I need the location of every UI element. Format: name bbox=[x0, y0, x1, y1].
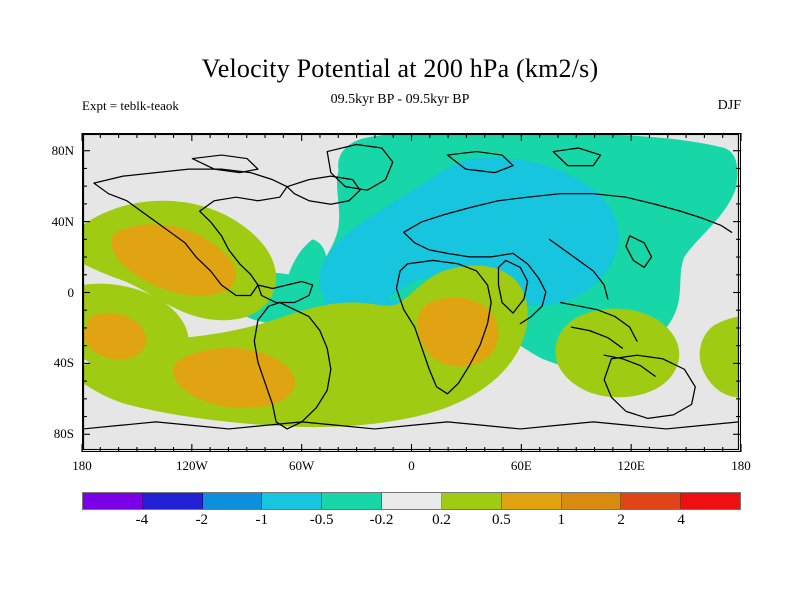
y-axis-tick-label: 80N bbox=[51, 142, 74, 158]
x-axis-tick-label: 0 bbox=[408, 458, 415, 473]
colorbar-band[interactable] bbox=[621, 493, 682, 509]
y-axis-tick-label: 40S bbox=[53, 355, 74, 371]
x-axis-tick-label: 180 bbox=[731, 458, 751, 473]
colorbar-tick-label: 2 bbox=[617, 512, 625, 528]
x-axis-tick-label: 180 bbox=[72, 458, 92, 473]
colorbar-tick-label: -0.2 bbox=[369, 512, 394, 528]
contour-orange-npacific bbox=[111, 224, 237, 296]
colorbar-tick-label: 0.5 bbox=[491, 512, 511, 528]
page-title: Velocity Potential at 200 hPa (km2/s) bbox=[201, 54, 599, 83]
colorbar-band[interactable] bbox=[561, 493, 622, 509]
y-axis-tick-label: 80S bbox=[53, 426, 74, 442]
colorbar-tick-label: 4 bbox=[677, 512, 685, 528]
colorbar-tick-label: -0.5 bbox=[309, 512, 334, 528]
contour-orange-samerica bbox=[172, 348, 295, 408]
contour-lightblue-asia bbox=[318, 157, 619, 318]
y-axis-tick-label: 40N bbox=[51, 213, 74, 229]
colorbar-tick-label: -4 bbox=[135, 512, 149, 528]
y-axis-labels: 80N 40N 0 40S 80S bbox=[28, 133, 74, 452]
colorbar-tick-label: -1 bbox=[255, 512, 268, 528]
colorbar-tick-label: 1 bbox=[557, 512, 566, 528]
colorbar-band[interactable] bbox=[322, 493, 383, 509]
contour-green-maritime bbox=[555, 308, 680, 398]
contour-orange-spacific bbox=[83, 313, 147, 360]
y-axis-tick-label: 0 bbox=[67, 284, 75, 300]
colorbar[interactable] bbox=[82, 492, 741, 510]
x-axis-tick-label: 60E bbox=[510, 458, 532, 473]
x-axis-tick-label: 120W bbox=[175, 458, 208, 473]
experiment-label: Expt = teblk-teaok bbox=[82, 98, 179, 113]
colorbar-band[interactable] bbox=[382, 493, 442, 509]
colorbar-band[interactable] bbox=[83, 493, 143, 509]
x-axis-labels: 180 120W 60W 0 60E 120E 180 bbox=[72, 458, 751, 478]
contour-green-westpacific bbox=[699, 316, 739, 398]
map-svg bbox=[83, 134, 739, 450]
colorbar-band[interactable] bbox=[142, 493, 203, 509]
colorbar-band[interactable] bbox=[202, 493, 263, 509]
map-plot-area bbox=[82, 133, 741, 452]
coastlines bbox=[83, 143, 739, 450]
colorbar-tick-labels: -4 -2 -1 -0.5 -0.2 0.2 0.5 1 2 4 bbox=[82, 512, 741, 534]
colorbar-tick-label: 0.2 bbox=[432, 512, 451, 528]
contour-teal-arctic-west bbox=[338, 134, 441, 187]
colorbar-band[interactable] bbox=[501, 493, 562, 509]
colorbar-band[interactable] bbox=[262, 493, 323, 509]
figure-subtitle: 09.5kyr BP - 09.5kyr BP bbox=[330, 92, 470, 107]
x-axis-tick-label: 120E bbox=[617, 458, 645, 473]
colorbar-band[interactable] bbox=[441, 493, 502, 509]
x-axis-tick-label: 60W bbox=[289, 458, 315, 473]
colorbar-tick-label: -2 bbox=[195, 512, 209, 528]
season-label: DJF bbox=[717, 98, 741, 113]
colorbar-band[interactable] bbox=[681, 493, 740, 509]
